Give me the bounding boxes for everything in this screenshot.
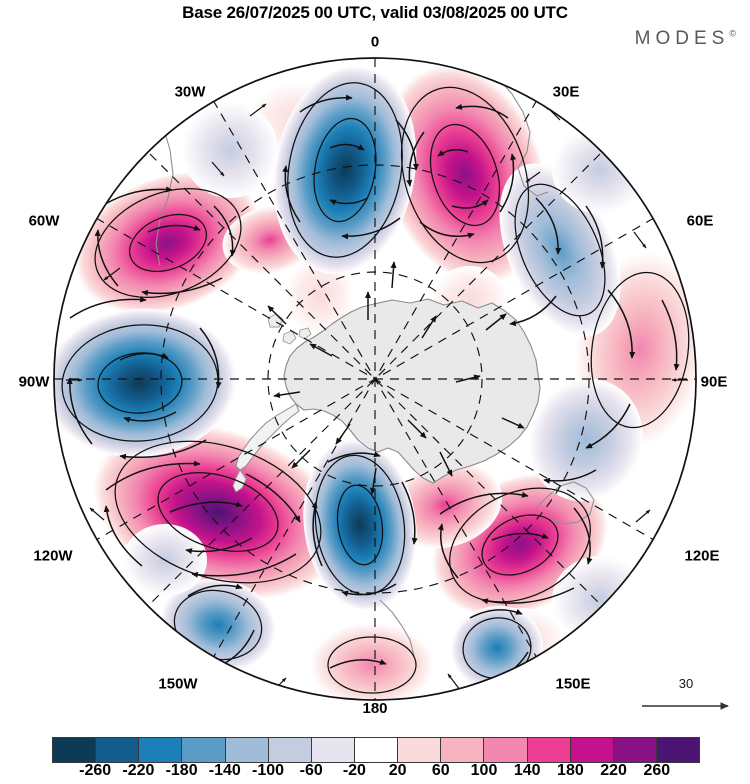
globe-outline <box>53 57 697 701</box>
polar-map: 0 30E 60E 90E 120E 150E 150W 120W 90W 60… <box>18 33 728 701</box>
lon-label-0: 0 <box>370 33 380 51</box>
lon-label-90E: 90E <box>700 373 728 391</box>
colorbar <box>52 737 700 763</box>
colorbar-tick-label: 260 <box>643 762 671 779</box>
vector-scale-label: 30 <box>678 676 694 691</box>
colorbar-swatch <box>182 738 226 762</box>
lon-label-120W: 120W <box>33 547 73 565</box>
colorbar-tick-label: -140 <box>208 762 241 779</box>
polar-map-svg <box>53 57 697 701</box>
modes-logo: MODES© <box>635 28 736 50</box>
colorbar-swatch <box>570 738 614 762</box>
vector-scale-arrow-svg <box>642 702 729 710</box>
lon-label-150W: 150W <box>158 675 198 693</box>
vector-scale: 30 <box>636 676 736 716</box>
colorbar-tick-label: -100 <box>251 762 285 779</box>
lon-label-30W: 30W <box>174 83 206 101</box>
lon-label-30E: 30E <box>552 83 580 101</box>
colorbar-swatch <box>53 738 97 762</box>
colorbar-tick-label: 100 <box>470 762 498 779</box>
lon-label-120E: 120E <box>684 547 720 565</box>
colorbar-swatch <box>311 738 355 762</box>
colorbar-tick-label: -260 <box>79 762 112 779</box>
shaded-anomaly-field <box>54 58 696 700</box>
lon-label-60E: 60E <box>686 212 714 230</box>
lon-label-90W: 90W <box>18 373 50 391</box>
colorbar-swatch <box>613 738 657 762</box>
colorbar-tick-label: 180 <box>557 762 584 779</box>
contour-lines <box>61 82 690 694</box>
lon-label-150E: 150E <box>555 675 591 693</box>
colorbar-tick-label: -60 <box>299 762 323 779</box>
colorbar-swatch <box>656 738 700 762</box>
colorbar-swatch <box>96 738 140 762</box>
colorbar-swatch <box>268 738 312 762</box>
colorbar-tick-label: -220 <box>122 762 155 779</box>
colorbar-tick-label: -180 <box>165 762 198 779</box>
modes-logo-text: MODES <box>634 28 730 49</box>
colorbar-ticks: -260 -220 -180 -140 -100 -60 -20 20 60 1… <box>52 762 700 784</box>
lon-label-60W: 60W <box>28 212 60 230</box>
colorbar-swatch <box>225 738 269 762</box>
lon-label-180: 180 <box>362 700 388 717</box>
graticule <box>54 58 696 700</box>
copyright-icon: © <box>729 28 736 39</box>
negative-anomalies <box>54 65 648 691</box>
colorbar-tick-label: 220 <box>600 762 627 779</box>
colorbar-swatch <box>354 738 399 762</box>
colorbar-tick-label: -20 <box>342 762 366 779</box>
colorbar-swatch <box>139 738 183 762</box>
page-title: Base 26/07/2025 00 UTC, valid 03/08/2025… <box>182 3 568 22</box>
colorbar-swatch <box>484 738 528 762</box>
colorbar-swatch <box>527 738 571 762</box>
wind-vectors <box>66 94 680 686</box>
colorbar-tick-label: 20 <box>388 762 407 779</box>
colorbar-tick-label: 140 <box>513 762 541 779</box>
colorbar-tick-label: 60 <box>431 762 450 779</box>
colorbar-swatch <box>398 738 442 762</box>
colorbar-swatch <box>441 738 485 762</box>
